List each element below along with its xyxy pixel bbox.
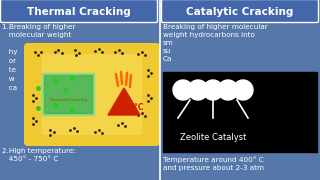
Text: 2.High temperature:
   450° - 750° C: 2.High temperature: 450° - 750° C [2, 148, 76, 162]
Text: w: w [2, 76, 15, 82]
FancyBboxPatch shape [24, 43, 160, 146]
Text: or: or [2, 58, 16, 64]
FancyBboxPatch shape [1, 0, 157, 22]
Text: 1.Breaking of higher
   molecular weight: 1.Breaking of higher molecular weight [2, 24, 76, 38]
Text: Zeolite Catalyst: Zeolite Catalyst [180, 134, 246, 143]
Circle shape [188, 80, 208, 100]
Text: Temperature around 400° C
and pressure about 2-3 atm: Temperature around 400° C and pressure a… [163, 156, 264, 171]
Text: hy: hy [2, 49, 18, 55]
Text: ca: ca [2, 85, 17, 91]
Text: Catalytic Cracking: Catalytic Cracking [186, 7, 294, 17]
Text: Thermal Cracking: Thermal Cracking [49, 98, 87, 102]
Text: 1⁡9⁡9⁡9°C: 1⁡9⁡9⁡9°C [113, 103, 143, 112]
Circle shape [233, 80, 253, 100]
FancyBboxPatch shape [162, 0, 318, 22]
Text: Thermal Cracking: Thermal Cracking [27, 7, 131, 17]
Text: Breaking of higher molecular
weight hydrocarbons into
sm
su
Ca: Breaking of higher molecular weight hydr… [163, 24, 268, 62]
Circle shape [173, 80, 193, 100]
Circle shape [218, 80, 238, 100]
Text: te: te [2, 67, 16, 73]
Bar [163, 72, 317, 152]
Circle shape [203, 80, 223, 100]
Bar [42, 73, 94, 115]
Bar [44, 75, 92, 113]
Polygon shape [108, 88, 140, 115]
FancyBboxPatch shape [42, 54, 142, 135]
